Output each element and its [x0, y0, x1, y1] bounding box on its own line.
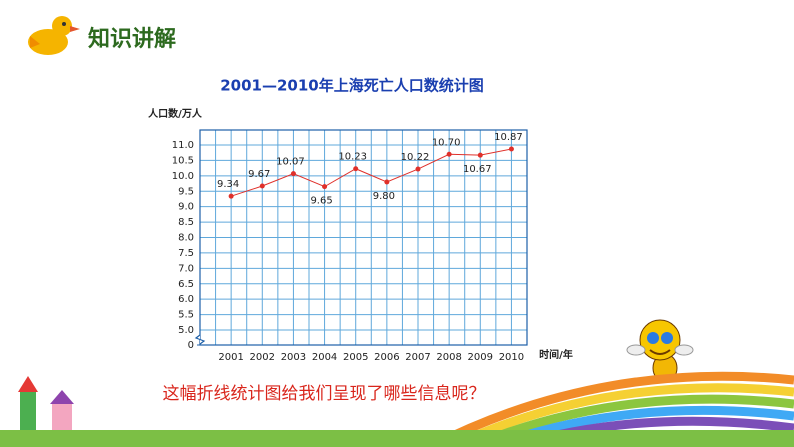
y-tick-label: 0 [188, 340, 194, 351]
x-tick-label: 2005 [343, 352, 368, 363]
y-tick-label: 7.0 [178, 263, 194, 274]
data-label: 9.34 [217, 179, 239, 190]
y-tick-label: 7.5 [178, 248, 194, 259]
y-tick-label: 10.0 [172, 171, 194, 182]
x-tick-label: 2009 [468, 352, 493, 363]
x-tick-label: 2010 [499, 352, 524, 363]
x-tick-label: 2003 [281, 352, 306, 363]
data-label: 10.67 [463, 164, 492, 175]
data-point [384, 179, 390, 185]
y-tick-label: 10.5 [172, 155, 194, 166]
y-tick-label: 5.0 [178, 325, 194, 336]
data-label: 10.87 [494, 132, 523, 143]
data-point [228, 193, 234, 199]
bee-icon [626, 319, 694, 383]
axis-break [194, 334, 206, 345]
data-point [477, 152, 483, 158]
plot-border [199, 129, 528, 346]
question-text: 这幅折线统计图给我们呈现了哪些信息呢？ [163, 384, 486, 404]
y-tick-label: 8.5 [178, 217, 194, 228]
data-line [230, 148, 512, 197]
header-title: 知识讲解 [88, 26, 176, 52]
chart-title: 2001—2010年上海死亡人口数统计图 [220, 77, 484, 95]
duck-icon [28, 16, 80, 55]
x-axis-label: 时间/年 [539, 348, 573, 361]
data-point [353, 166, 359, 172]
x-tick-label: 2006 [374, 352, 399, 363]
x-tick-label: 2008 [436, 352, 461, 363]
data-label: 9.80 [373, 191, 395, 202]
data-label: 10.22 [401, 152, 430, 163]
data-point [322, 184, 328, 190]
data-point [508, 146, 514, 152]
y-tick-label: 5.5 [178, 310, 194, 321]
data-point [259, 183, 265, 189]
y-tick-label: 6.5 [178, 279, 194, 290]
data-label: 9.65 [310, 196, 332, 207]
y-tick-label: 9.0 [178, 202, 194, 213]
ground-strip [0, 430, 794, 447]
data-point [290, 171, 296, 177]
y-axis-label: 人口数/万人 [148, 107, 203, 120]
y-tick-label: 9.5 [178, 186, 194, 197]
y-tick-label: 11.0 [172, 140, 194, 151]
data-label: 10.07 [276, 157, 305, 168]
data-label: 10.70 [432, 137, 461, 148]
x-tick-label: 2007 [405, 352, 430, 363]
data-label: 9.67 [248, 169, 270, 180]
data-point [415, 166, 421, 172]
x-tick-label: 2002 [250, 352, 275, 363]
castle-icon [18, 376, 74, 430]
y-tick-label: 8.0 [178, 233, 194, 244]
data-label: 10.23 [338, 152, 367, 163]
x-tick-label: 2004 [312, 352, 337, 363]
y-tick-label: 6.0 [178, 294, 194, 305]
x-tick-label: 2001 [218, 352, 243, 363]
data-point [446, 151, 452, 157]
